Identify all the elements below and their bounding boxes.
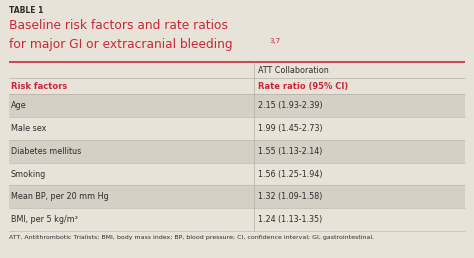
Text: 1.99 (1.45-2.73): 1.99 (1.45-2.73): [258, 124, 323, 133]
Text: 2.15 (1.93-2.39): 2.15 (1.93-2.39): [258, 101, 323, 110]
Text: Diabetes mellitus: Diabetes mellitus: [11, 147, 81, 156]
Bar: [9, 94, 465, 117]
Text: Male sex: Male sex: [11, 124, 46, 133]
Text: Risk factors: Risk factors: [11, 82, 67, 91]
Text: 1.32 (1.09-1.58): 1.32 (1.09-1.58): [258, 192, 323, 201]
Bar: [9, 186, 465, 208]
Bar: [9, 208, 465, 231]
Bar: [9, 163, 465, 186]
Bar: [9, 140, 465, 163]
Text: Smoking: Smoking: [11, 170, 46, 179]
Bar: [9, 78, 465, 94]
Text: ATT, Antithrombotic Trialists; BMI, body mass index; BP, blood pressure; CI, con: ATT, Antithrombotic Trialists; BMI, body…: [9, 235, 374, 240]
Text: Age: Age: [11, 101, 27, 110]
Text: TABLE 1: TABLE 1: [9, 6, 43, 15]
Text: Rate ratio (95% CI): Rate ratio (95% CI): [258, 82, 348, 91]
Text: BMI, per 5 kg/m²: BMI, per 5 kg/m²: [11, 215, 78, 224]
Bar: [9, 62, 465, 78]
Text: Mean BP, per 20 mm Hg: Mean BP, per 20 mm Hg: [11, 192, 109, 201]
Text: ATT Collaboration: ATT Collaboration: [258, 66, 329, 75]
Text: 3,7: 3,7: [269, 38, 281, 44]
Bar: [9, 117, 465, 140]
Text: 1.55 (1.13-2.14): 1.55 (1.13-2.14): [258, 147, 323, 156]
Text: Baseline risk factors and rate ratios: Baseline risk factors and rate ratios: [9, 19, 228, 32]
Text: 1.56 (1.25-1.94): 1.56 (1.25-1.94): [258, 170, 323, 179]
Text: 1.24 (1.13-1.35): 1.24 (1.13-1.35): [258, 215, 323, 224]
Text: for major GI or extracranial bleeding: for major GI or extracranial bleeding: [9, 38, 232, 51]
